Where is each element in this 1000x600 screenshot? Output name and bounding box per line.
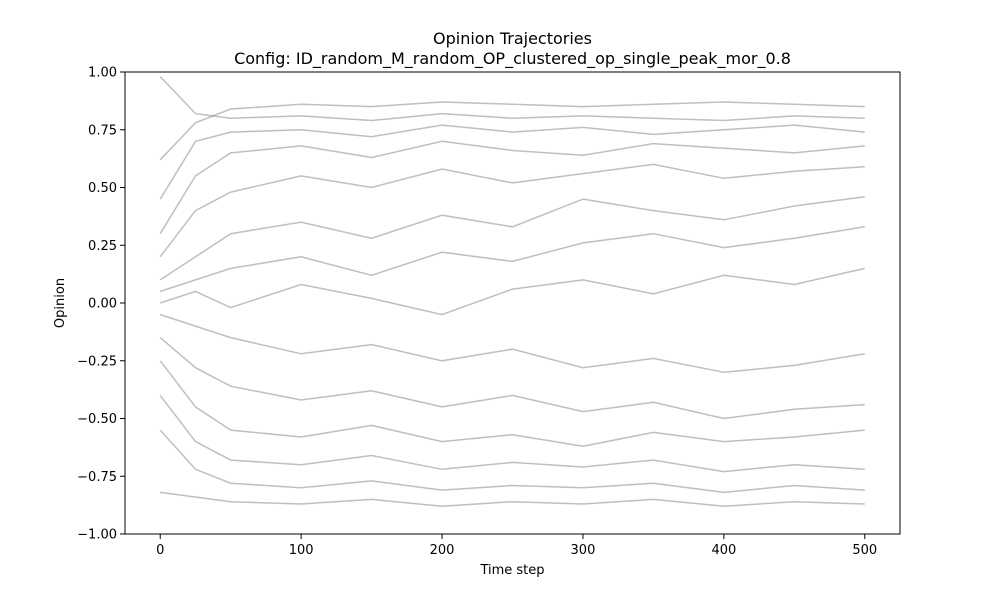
- y-tick-label: −0.25: [77, 354, 117, 369]
- x-axis: 0 100 200 300 400 500: [156, 534, 877, 558]
- trajectory-line-1: [159, 101, 865, 161]
- trajectory-line-10: [159, 360, 865, 447]
- trajectory-line-12: [159, 429, 865, 494]
- trajectory-line-6: [159, 226, 865, 293]
- x-tick-label: 500: [852, 543, 877, 558]
- y-tick-label: 0.00: [88, 297, 117, 312]
- y-tick-label: 0.75: [88, 123, 117, 138]
- y-tick-label: 0.50: [88, 181, 117, 196]
- y-tick-label: −0.75: [77, 470, 117, 485]
- y-tick-label: 0.25: [88, 239, 117, 254]
- trajectory-lines: [159, 76, 865, 508]
- y-axis-label: Opinion: [53, 278, 68, 328]
- trajectory-line-13: [160, 491, 865, 508]
- x-tick-label: 100: [289, 543, 314, 558]
- y-axis: −1.00 −0.75 −0.50 −0.25 0.00 0.25 0.50 0.75 1.00: [77, 66, 125, 543]
- y-tick-label: −1.00: [77, 528, 117, 543]
- chart-subtitle: Config: ID_random_M_random_OP_clustered_…: [234, 49, 791, 69]
- trajectory-line-11: [159, 394, 865, 473]
- chart-title: Opinion Trajectories: [433, 29, 592, 48]
- y-tick-label: 1.00: [88, 66, 117, 81]
- x-tick-label: 0: [156, 543, 164, 558]
- x-axis-label: Time step: [479, 563, 544, 578]
- trajectory-line-4: [159, 163, 865, 258]
- trajectory-line-0: [159, 76, 865, 122]
- trajectory-line-3: [159, 140, 865, 235]
- x-tick-label: 400: [711, 543, 736, 558]
- plot-frame: [124, 71, 901, 535]
- trajectory-line-9: [159, 337, 865, 420]
- trajectory-line-2: [159, 124, 865, 200]
- x-tick-label: 300: [571, 543, 596, 558]
- x-tick-label: 200: [430, 543, 455, 558]
- trajectory-line-5: [159, 195, 865, 281]
- trajectory-line-7: [159, 267, 865, 316]
- y-tick-label: −0.50: [77, 412, 117, 427]
- trajectory-line-8: [159, 313, 865, 374]
